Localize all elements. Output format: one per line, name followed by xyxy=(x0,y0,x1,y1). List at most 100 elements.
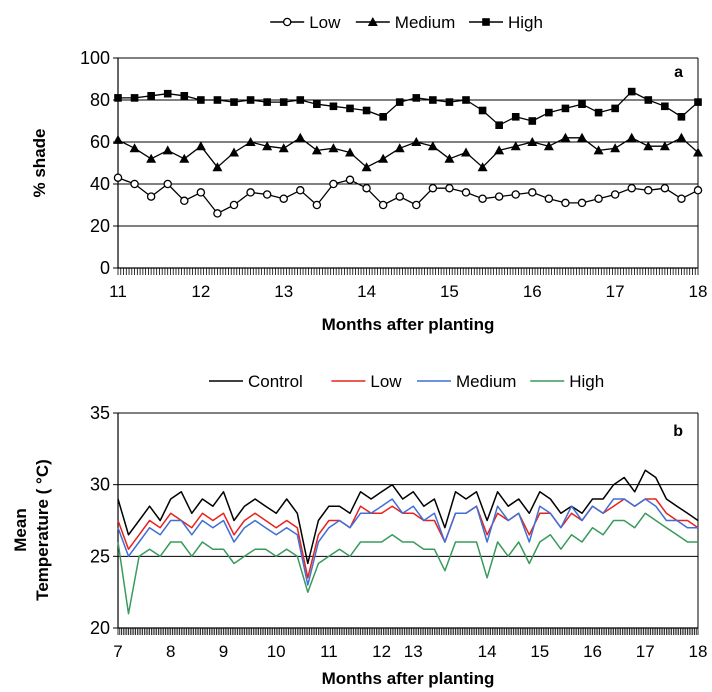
a-point-high-2 xyxy=(147,92,155,100)
a-ytick-label-20: 20 xyxy=(90,216,110,236)
a-point-low-9 xyxy=(262,190,272,199)
a-point-high-32 xyxy=(644,96,653,104)
b-series-low xyxy=(117,498,699,579)
a-point-medium-8 xyxy=(245,137,256,146)
b-minor-tick-path xyxy=(117,628,699,635)
b-ytick-label-20: 20 xyxy=(90,618,110,638)
a-point-high-23 xyxy=(495,121,503,129)
a-ytick-label-0: 0 xyxy=(100,258,110,278)
a-point-low-26 xyxy=(544,194,554,203)
a-point-medium-34 xyxy=(676,132,687,142)
a-point-medium-14 xyxy=(345,147,355,157)
a-point-medium-30 xyxy=(610,143,621,153)
b-xtick-label-10: 10 xyxy=(267,642,286,661)
a-series-high xyxy=(114,87,702,129)
a-point-high-3 xyxy=(163,89,172,98)
b-xtick-label-17: 17 xyxy=(636,642,655,661)
b-legend-item-low: Low xyxy=(331,372,402,391)
panel-b-ylabel-line1: Mean xyxy=(11,508,30,551)
a-point-medium-22 xyxy=(477,162,488,172)
a-legend-marker-low xyxy=(282,17,292,27)
a-series-line-medium xyxy=(117,137,699,168)
panel-b-ylabel: Mean Temperature ( °C) xyxy=(11,459,52,601)
a-ytick-label-100: 100 xyxy=(80,48,110,68)
a-point-medium-7 xyxy=(229,147,239,157)
a-point-high-27 xyxy=(561,104,570,113)
a-point-high-15 xyxy=(362,106,371,115)
b-legend-label-control: Control xyxy=(248,372,303,391)
a-series-line-low xyxy=(117,177,699,215)
a-point-low-0 xyxy=(113,173,123,182)
a-point-high-24 xyxy=(511,113,520,121)
a-point-medium-20 xyxy=(444,153,455,163)
a-point-medium-27 xyxy=(560,132,571,142)
a-point-high-14 xyxy=(346,104,354,113)
a-series-line-high xyxy=(118,90,699,126)
a-point-low-11 xyxy=(296,186,305,195)
a-point-low-18 xyxy=(412,200,421,210)
b-legend-label-medium: Medium xyxy=(456,372,516,391)
panel-b-xlabel: Months after planting xyxy=(322,669,495,688)
a-point-high-21 xyxy=(462,96,470,104)
a-legend-item-high: High xyxy=(469,13,543,32)
b-legend-item-high: High xyxy=(530,372,604,391)
b-xtick-label-12: 12 xyxy=(372,642,391,661)
a-point-low-27 xyxy=(561,198,570,208)
b-xtick-label-15: 15 xyxy=(530,642,549,661)
a-point-high-34 xyxy=(677,113,686,121)
a-point-high-25 xyxy=(528,117,537,125)
a-point-high-31 xyxy=(627,87,636,96)
a-point-high-9 xyxy=(263,98,271,106)
panel-a-ylabel: % shade xyxy=(30,129,49,198)
a-legend-label-medium: Medium xyxy=(395,13,455,32)
legend-b: Control Low Medium High xyxy=(209,372,604,391)
panel-b-temperature-chart: Control Low Medium High 20 25 30 35 7 8 9 10 11 12 13… xyxy=(11,372,707,688)
a-point-high-7 xyxy=(230,98,238,106)
b-series-line-low xyxy=(117,498,699,579)
a-point-high-17 xyxy=(395,98,404,106)
a-xtick-label-16: 16 xyxy=(523,282,542,301)
a-ytick-label-60: 60 xyxy=(90,132,110,152)
grid-a xyxy=(118,57,698,227)
a-point-medium-28 xyxy=(577,132,587,142)
a-point-medium-23 xyxy=(494,145,505,155)
a-point-high-1 xyxy=(130,94,139,102)
series-b xyxy=(117,469,699,615)
a-point-medium-35 xyxy=(693,147,703,157)
a-point-high-13 xyxy=(329,102,338,111)
b-series-line-high xyxy=(117,512,698,615)
a-ytick-label-80: 80 xyxy=(90,90,110,110)
a-point-medium-21 xyxy=(461,147,471,157)
axes-b: 20 25 30 35 7 8 9 10 11 12 13 14 15 16 17 18 xyxy=(90,403,707,661)
a-point-low-17 xyxy=(395,192,404,201)
a-series-medium xyxy=(113,132,703,172)
a-point-high-5 xyxy=(197,96,205,104)
a-point-medium-0 xyxy=(113,134,123,144)
a-point-high-0 xyxy=(114,94,122,102)
a-point-low-16 xyxy=(378,200,388,210)
a-point-medium-16 xyxy=(378,153,389,163)
a-point-medium-11 xyxy=(295,132,306,142)
a-xtick-label-18: 18 xyxy=(689,282,708,301)
b-ytick-label-25: 25 xyxy=(90,546,110,566)
a-point-high-33 xyxy=(661,102,669,111)
a-point-medium-25 xyxy=(527,137,538,146)
b-ytick-label-30: 30 xyxy=(90,475,110,495)
a-point-low-28 xyxy=(577,198,587,208)
a-xtick-label-14: 14 xyxy=(357,282,376,301)
a-legend-item-low: Low xyxy=(270,13,341,32)
a-xtick-label-17: 17 xyxy=(606,282,625,301)
b-legend-label-high: High xyxy=(569,372,604,391)
a-point-medium-17 xyxy=(394,143,405,153)
a-point-low-32 xyxy=(644,186,653,195)
a-point-low-19 xyxy=(428,183,438,193)
a-point-low-24 xyxy=(511,190,520,199)
a-point-high-19 xyxy=(429,96,437,104)
a-point-medium-29 xyxy=(593,145,604,155)
a-point-low-5 xyxy=(196,188,206,197)
b-legend-item-medium: Medium xyxy=(417,372,516,391)
a-point-high-35 xyxy=(694,98,702,106)
grid-b xyxy=(118,412,698,557)
a-point-high-28 xyxy=(578,100,586,108)
a-point-low-23 xyxy=(494,192,504,201)
